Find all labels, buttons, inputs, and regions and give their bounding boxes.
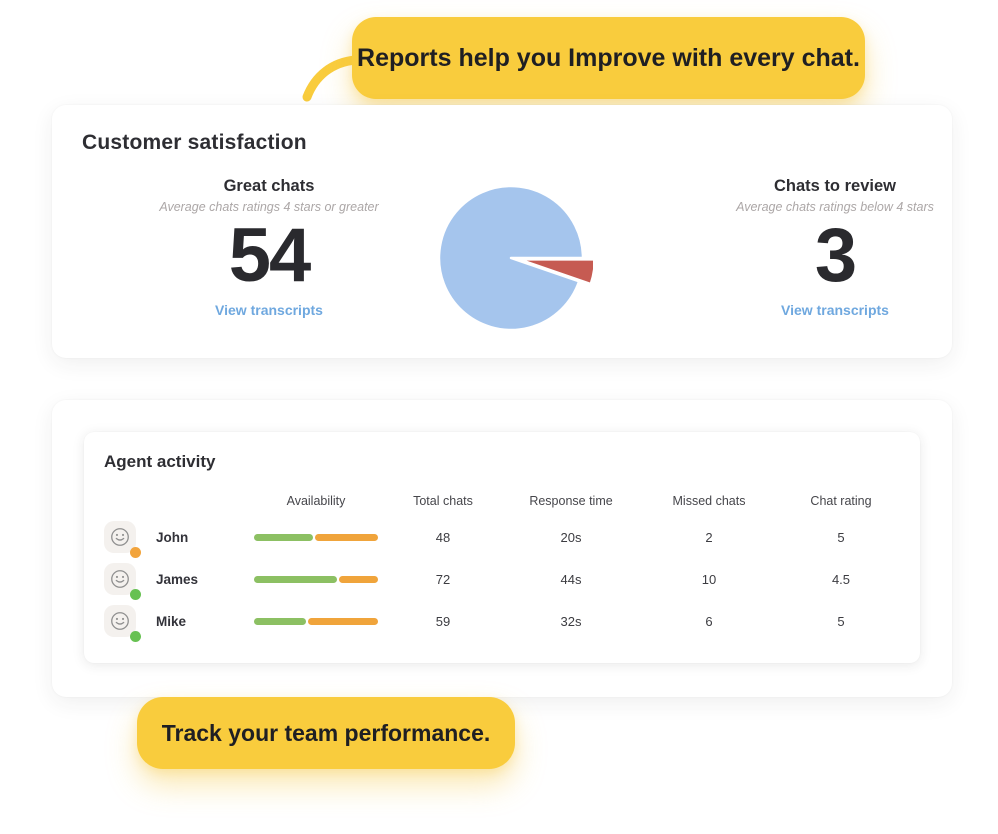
agent-cell: Mike xyxy=(104,605,252,642)
column-missed-chats: Missed chats xyxy=(672,494,746,508)
total-chats-cell: 72 xyxy=(435,571,451,587)
customer-satisfaction-title: Customer satisfaction xyxy=(82,131,307,154)
missed-chats-cell: 10 xyxy=(701,571,717,587)
agent-name: Mike xyxy=(156,613,187,629)
agent-name: John xyxy=(156,529,189,545)
column-chat-rating: Chat rating xyxy=(810,494,872,508)
great-chats-title: Great chats xyxy=(223,177,315,195)
table-row: James 72 44s 10 4.5 xyxy=(104,558,900,600)
availability-online-segment xyxy=(254,575,337,583)
agent-activity-title: Agent activity xyxy=(104,452,216,471)
agent-table-body: John 48 20s 2 5 James xyxy=(104,516,900,642)
agent-avatar xyxy=(104,605,141,642)
top-callout-tail-icon xyxy=(302,55,361,102)
agent-table-header: Availability Total chats Response time M… xyxy=(104,486,900,516)
availability-away-segment xyxy=(338,575,378,583)
availability-bar xyxy=(254,617,378,625)
agent-status-dot xyxy=(130,631,141,642)
pie-slice-great xyxy=(437,184,585,332)
missed-chats-cell: 2 xyxy=(705,529,713,545)
smiley-icon xyxy=(111,528,129,546)
top-callout-text: Reports help you Improve with every chat… xyxy=(357,43,860,72)
chats-to-review-stat: Chats to review Average chats ratings be… xyxy=(700,177,970,320)
great-chats-value: 54 xyxy=(228,213,312,298)
great-chats-subtitle: Average chats ratings 4 stars or greater xyxy=(159,200,379,214)
agent-status-dot xyxy=(130,547,141,558)
response-time-cell: 44s xyxy=(560,571,582,587)
chat-rating-cell: 5 xyxy=(837,613,845,629)
availability-bar xyxy=(254,533,378,541)
availability-online-segment xyxy=(254,533,313,541)
agent-status-dot xyxy=(130,589,141,600)
availability-cell xyxy=(252,533,380,541)
column-response-time: Response time xyxy=(529,494,613,508)
smiley-icon xyxy=(111,570,129,588)
agent-activity-outer-card: Agent activity Availability Total chats … xyxy=(52,400,952,697)
great-chats-view-transcripts-link[interactable]: View transcripts xyxy=(215,301,323,318)
great-chats-stat: Great chats Average chats ratings 4 star… xyxy=(134,177,404,320)
customer-satisfaction-card: Customer satisfaction Great chats Averag… xyxy=(52,105,952,358)
chats-to-review-subtitle: Average chats ratings below 4 stars xyxy=(736,200,934,214)
availability-online-segment xyxy=(254,617,307,625)
availability-cell xyxy=(252,617,380,625)
agent-cell: James xyxy=(104,563,252,600)
column-total-chats: Total chats xyxy=(413,494,473,508)
bottom-callout-text: Track your team performance. xyxy=(161,719,491,746)
response-time-cell: 32s xyxy=(560,613,582,629)
bottom-callout-bubble: Track your team performance. xyxy=(137,697,515,769)
chat-rating-cell: 4.5 xyxy=(831,571,851,587)
agent-avatar xyxy=(104,563,141,600)
agent-cell: John xyxy=(104,521,252,558)
response-time-cell: 20s xyxy=(560,529,582,545)
availability-bar xyxy=(254,575,378,583)
agent-avatar xyxy=(104,521,141,558)
availability-cell xyxy=(252,575,380,583)
chat-rating-cell: 5 xyxy=(837,529,845,545)
table-row: Mike 59 32s 6 5 xyxy=(104,600,900,642)
availability-away-segment xyxy=(314,533,378,541)
total-chats-cell: 48 xyxy=(435,529,451,545)
total-chats-cell: 59 xyxy=(435,613,451,629)
chats-to-review-view-transcripts-link[interactable]: View transcripts xyxy=(781,301,889,318)
top-callout-bubble: Reports help you Improve with every chat… xyxy=(352,17,865,99)
agent-name: James xyxy=(156,571,199,587)
chats-to-review-title: Chats to review xyxy=(774,177,896,195)
agent-activity-card: Agent activity Availability Total chats … xyxy=(84,432,920,663)
column-availability: Availability xyxy=(286,494,346,508)
table-row: John 48 20s 2 5 xyxy=(104,516,900,558)
missed-chats-cell: 6 xyxy=(705,613,713,629)
chats-to-review-value: 3 xyxy=(814,213,857,298)
satisfaction-pie-chart xyxy=(429,176,597,340)
availability-away-segment xyxy=(308,617,378,625)
smiley-icon xyxy=(111,612,129,630)
